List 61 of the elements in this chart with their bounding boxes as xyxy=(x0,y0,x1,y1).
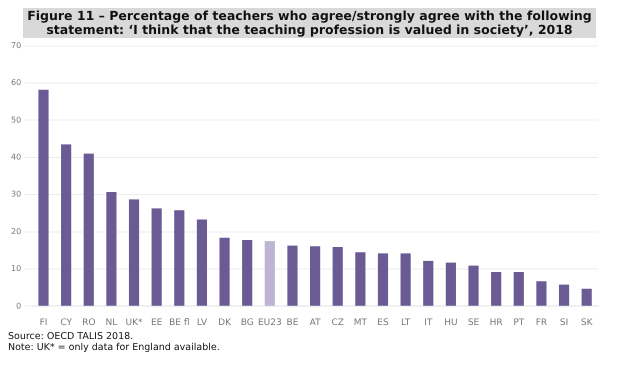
x-tick-label: LV xyxy=(196,318,208,328)
bar xyxy=(219,238,230,306)
y-tick-label: 10 xyxy=(10,264,22,274)
bar xyxy=(378,253,388,306)
y-tick-label: 20 xyxy=(10,226,22,236)
x-tick-label: BE fl xyxy=(169,318,190,328)
bar xyxy=(536,281,547,306)
y-tick-label: 0 xyxy=(16,301,22,310)
x-tick-label: MT xyxy=(354,318,368,328)
bar xyxy=(242,240,252,306)
x-tick-label: PT xyxy=(513,318,525,328)
x-tick-label: DK xyxy=(218,318,232,328)
bar xyxy=(152,208,162,306)
x-tick-label: BE xyxy=(286,318,299,328)
x-tick-label: SE xyxy=(468,318,480,328)
x-tick-label: CY xyxy=(60,318,72,328)
x-tick-label: UK* xyxy=(126,318,144,328)
y-tick-label: 70 xyxy=(10,40,22,50)
x-tick-label: FR xyxy=(536,318,548,328)
x-tick-label: SI xyxy=(560,318,568,328)
x-tick-label: FI xyxy=(40,318,48,328)
y-tick-label: 60 xyxy=(10,78,22,88)
x-tick-label: RO xyxy=(82,318,96,328)
bar xyxy=(400,253,411,306)
bar xyxy=(514,272,524,306)
bar xyxy=(558,284,570,306)
bar xyxy=(38,90,49,306)
x-tick-label: SK xyxy=(580,318,594,328)
x-tick-label: CZ xyxy=(331,318,344,328)
bar xyxy=(61,144,72,306)
x-tick-label: HR xyxy=(490,318,503,328)
bar xyxy=(310,246,320,306)
bar xyxy=(264,241,275,306)
bar xyxy=(582,288,592,306)
bar xyxy=(468,266,479,306)
bar xyxy=(196,220,208,306)
chart-title: Figure 11 – Percentage of teachers who agree/strongly agree with the following statement: ‘I think that the teaching profession is valued in society’, 2018 xyxy=(23,8,596,38)
y-tick-label: 30 xyxy=(10,190,22,199)
x-tick-label: IT xyxy=(424,318,433,328)
bar xyxy=(355,252,366,306)
bar xyxy=(174,210,184,306)
bar xyxy=(446,262,456,306)
y-tick-label: 40 xyxy=(10,152,22,162)
x-tick-label: NL xyxy=(106,318,118,328)
y-tick-label: 50 xyxy=(10,115,22,124)
x-tick-label: EU23 xyxy=(258,318,282,328)
x-tick-label: BG xyxy=(240,318,254,328)
bar xyxy=(128,199,140,306)
x-tick-label: EE xyxy=(150,318,163,328)
bar xyxy=(106,192,116,306)
bar xyxy=(332,247,343,306)
x-tick-label: LT xyxy=(400,318,411,328)
x-tick-label: AT xyxy=(310,318,322,328)
bar xyxy=(287,246,298,306)
text: Note: UK* = only data for England available. xyxy=(8,342,221,353)
bar xyxy=(423,260,434,306)
bar xyxy=(491,272,502,306)
x-tick-label: HU xyxy=(444,318,458,328)
source-note: Source: OECD TALIS 2018. xyxy=(8,331,134,342)
bar xyxy=(84,154,94,306)
x-tick-label: ES xyxy=(377,318,389,328)
